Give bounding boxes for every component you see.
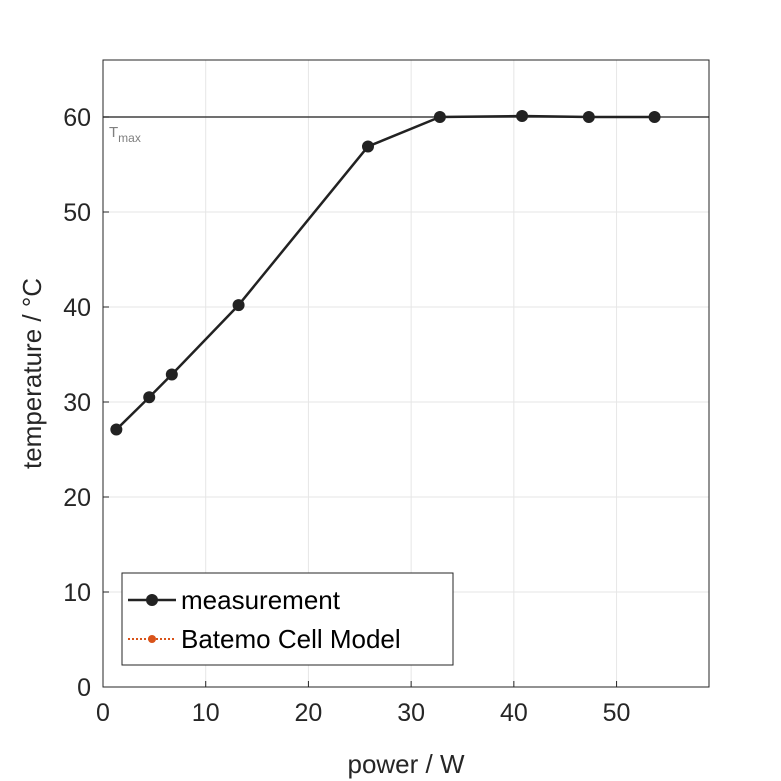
- legend: measurement Batemo Cell Model: [121, 572, 454, 666]
- data-point: [582, 111, 595, 123]
- axis-ticks: [102, 116, 618, 688]
- y-tick-label: 40: [63, 294, 91, 322]
- y-axis-label: temperature / °C: [17, 278, 47, 469]
- legend-label-batemo-cell-model: Batemo Cell Model: [181, 624, 401, 654]
- data-point: [516, 110, 529, 123]
- data-point: [433, 111, 446, 123]
- data-point: [232, 299, 245, 312]
- y-tick-label: 10: [63, 579, 91, 607]
- y-tick-label: 50: [63, 199, 91, 227]
- x-tick-label: 0: [96, 699, 110, 727]
- tmax-label-main: T: [109, 124, 118, 141]
- legend-label-measurement: measurement: [181, 585, 341, 615]
- data-point: [143, 391, 156, 404]
- data-point: [110, 423, 123, 436]
- tmax-label-sub: max: [118, 131, 141, 145]
- x-tick-labels: 0 10 20 30 40 50: [96, 699, 630, 727]
- y-tick-labels: 0 10 20 30 40 50 60: [63, 104, 91, 702]
- x-tick-label: 10: [192, 699, 220, 727]
- legend-box: [121, 572, 454, 666]
- series-layer: [110, 110, 661, 436]
- data-point: [361, 140, 374, 153]
- x-tick-label: 20: [295, 699, 323, 727]
- data-point: [648, 111, 661, 123]
- x-tick-label: 30: [397, 699, 425, 727]
- plot-frame: [102, 59, 710, 688]
- y-tick-label: 60: [63, 104, 91, 132]
- tmax-reference-label: Tmax: [109, 124, 141, 145]
- x-axis-label: power / W: [347, 749, 464, 779]
- y-tick-label: 30: [63, 389, 91, 417]
- x-tick-label: 40: [500, 699, 528, 727]
- legend-swatch-marker-batemo-cell-model: [148, 635, 156, 643]
- data-point: [165, 368, 178, 381]
- legend-swatch-marker-measurement: [146, 594, 158, 606]
- y-tick-label: 0: [77, 674, 91, 702]
- x-tick-label: 50: [603, 699, 631, 727]
- y-tick-label: 20: [63, 484, 91, 512]
